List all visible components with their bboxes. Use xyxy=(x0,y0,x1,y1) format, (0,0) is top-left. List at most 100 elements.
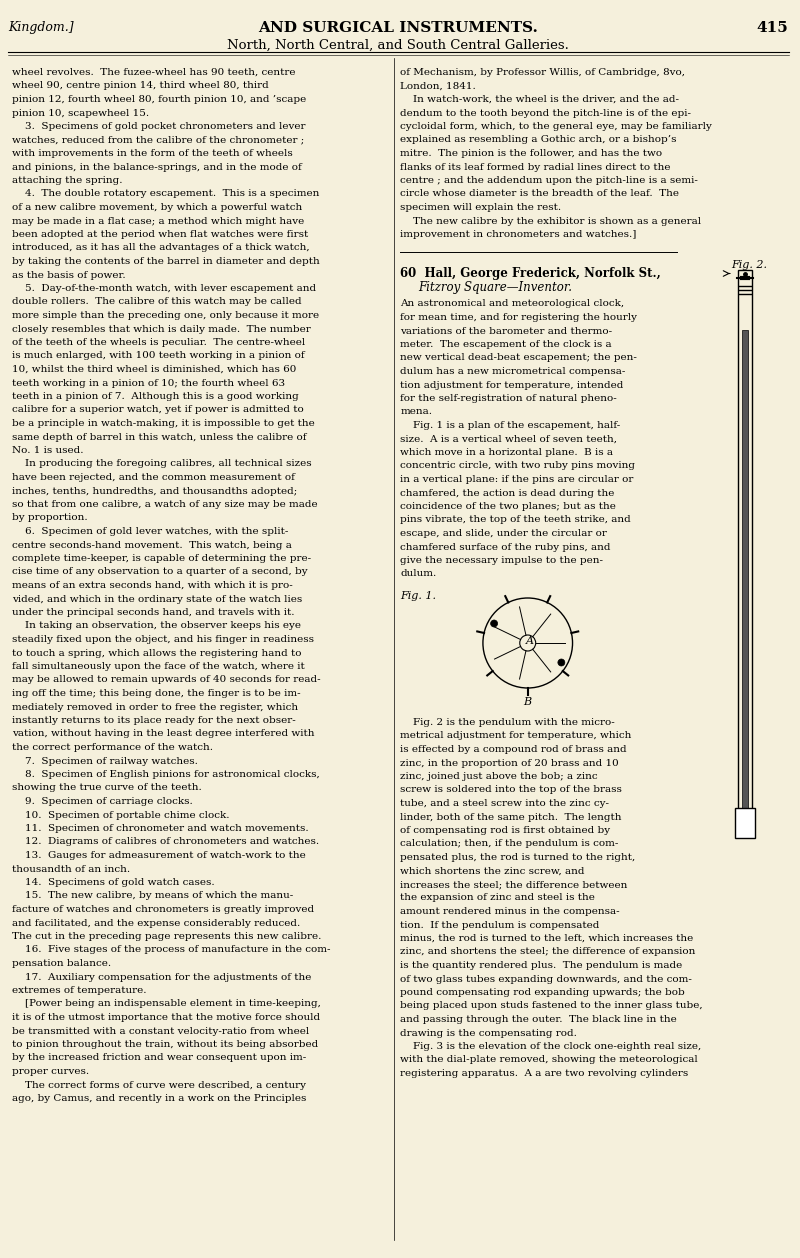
Text: centre seconds-hand movement.  This watch, being a: centre seconds-hand movement. This watch… xyxy=(12,541,292,550)
Text: 5.  Day-of-the-month watch, with lever escapement and: 5. Day-of-the-month watch, with lever es… xyxy=(12,284,316,293)
Text: linder, both of the same pitch.  The length: linder, both of the same pitch. The leng… xyxy=(400,813,622,821)
Text: which move in a horizontal plane.  B is a: which move in a horizontal plane. B is a xyxy=(400,448,614,457)
Text: 6.  Specimen of gold lever watches, with the split-: 6. Specimen of gold lever watches, with … xyxy=(12,527,288,536)
Text: Fig. 2.: Fig. 2. xyxy=(730,259,766,269)
Circle shape xyxy=(558,659,565,665)
Text: mediately removed in order to free the register, which: mediately removed in order to free the r… xyxy=(12,702,298,712)
Text: extremes of temperature.: extremes of temperature. xyxy=(12,986,146,995)
Text: 13.  Gauges for admeasurement of watch-work to the: 13. Gauges for admeasurement of watch-wo… xyxy=(12,850,306,860)
Text: [Power being an indispensable element in time-keeping,: [Power being an indispensable element in… xyxy=(12,1000,321,1009)
Text: 14.  Specimens of gold watch cases.: 14. Specimens of gold watch cases. xyxy=(12,878,214,887)
Text: meter.  The escapement of the clock is a: meter. The escapement of the clock is a xyxy=(400,340,612,348)
Text: with improvements in the form of the teeth of wheels: with improvements in the form of the tee… xyxy=(12,148,293,159)
Text: improvement in chronometers and watches.]: improvement in chronometers and watches.… xyxy=(400,230,637,239)
Bar xyxy=(742,330,748,808)
Text: North, North Central, and South Central Galleries.: North, North Central, and South Central … xyxy=(227,39,570,52)
Text: The correct forms of curve were described, a century: The correct forms of curve were describe… xyxy=(12,1081,306,1089)
Text: screw is soldered into the top of the brass: screw is soldered into the top of the br… xyxy=(400,785,622,795)
Text: to touch a spring, which allows the registering hand to: to touch a spring, which allows the regi… xyxy=(12,649,302,658)
Text: in a vertical plane: if the pins are circular or: in a vertical plane: if the pins are cir… xyxy=(400,476,634,484)
Text: chamfered surface of the ruby pins, and: chamfered surface of the ruby pins, and xyxy=(400,542,610,551)
Circle shape xyxy=(490,620,498,626)
Text: been adopted at the period when flat watches were first: been adopted at the period when flat wat… xyxy=(12,230,308,239)
Text: proper curves.: proper curves. xyxy=(12,1067,89,1076)
Text: teeth working in a pinion of 10; the fourth wheel 63: teeth working in a pinion of 10; the fou… xyxy=(12,379,285,387)
Text: Fig. 3 is the elevation of the clock one-eighth real size,: Fig. 3 is the elevation of the clock one… xyxy=(400,1042,702,1050)
Text: for mean time, and for registering the hourly: for mean time, and for registering the h… xyxy=(400,313,638,322)
Text: amount rendered minus in the compensa-: amount rendered minus in the compensa- xyxy=(400,907,620,916)
Text: introduced, as it has all the advantages of a thick watch,: introduced, as it has all the advantages… xyxy=(12,244,310,253)
Text: 10, whilst the third wheel is diminished, which has 60: 10, whilst the third wheel is diminished… xyxy=(12,365,296,374)
Text: of two glass tubes expanding downwards, and the com-: of two glass tubes expanding downwards, … xyxy=(400,975,692,984)
Text: vided, and which in the ordinary state of the watch lies: vided, and which in the ordinary state o… xyxy=(12,595,302,604)
Text: of Mechanism, by Professor Willis, of Cambridge, 8vo,: of Mechanism, by Professor Willis, of Ca… xyxy=(400,68,686,77)
Text: means of an extra seconds hand, with which it is pro-: means of an extra seconds hand, with whi… xyxy=(12,581,293,590)
Text: pinion 10, scapewheel 15.: pinion 10, scapewheel 15. xyxy=(12,108,149,117)
Text: London, 1841.: London, 1841. xyxy=(400,82,476,91)
Text: ing off the time; this being done, the finger is to be im-: ing off the time; this being done, the f… xyxy=(12,689,301,698)
Text: to pinion throughout the train, without its being absorbed: to pinion throughout the train, without … xyxy=(12,1040,318,1049)
Text: be a principle in watch-making, it is impossible to get the: be a principle in watch-making, it is im… xyxy=(12,419,314,428)
Text: minus, the rod is turned to the left, which increases the: minus, the rod is turned to the left, wh… xyxy=(400,933,694,944)
Text: for the self-registration of natural pheno-: for the self-registration of natural phe… xyxy=(400,394,617,403)
Text: pinion 12, fourth wheel 80, fourth pinion 10, and ’scape: pinion 12, fourth wheel 80, fourth pinio… xyxy=(12,96,306,104)
Text: variations of the barometer and thermo-: variations of the barometer and thermo- xyxy=(400,327,613,336)
Text: is the quantity rendered plus.  The pendulum is made: is the quantity rendered plus. The pendu… xyxy=(400,961,682,970)
Text: dulum.: dulum. xyxy=(400,570,437,579)
Text: showing the true curve of the teeth.: showing the true curve of the teeth. xyxy=(12,784,202,793)
Text: The cut in the preceding page represents this new calibre.: The cut in the preceding page represents… xyxy=(12,932,322,941)
Text: complete time-keeper, is capable of determining the pre-: complete time-keeper, is capable of dete… xyxy=(12,554,311,564)
Text: by proportion.: by proportion. xyxy=(12,513,87,522)
Text: zinc, in the proportion of 20 brass and 10: zinc, in the proportion of 20 brass and … xyxy=(400,759,619,767)
Bar xyxy=(735,808,754,838)
Text: and passing through the outer.  The black line in the: and passing through the outer. The black… xyxy=(400,1015,677,1024)
Text: and pinions, in the balance-springs, and in the mode of: and pinions, in the balance-springs, and… xyxy=(12,162,302,171)
Text: which shortens the zinc screw, and: which shortens the zinc screw, and xyxy=(400,867,585,876)
Text: is much enlarged, with 100 teeth working in a pinion of: is much enlarged, with 100 teeth working… xyxy=(12,351,305,361)
Text: pound compensating rod expanding upwards; the bob: pound compensating rod expanding upwards… xyxy=(400,988,685,998)
Text: No. 1 is used.: No. 1 is used. xyxy=(12,447,83,455)
Text: 9.  Specimen of carriage clocks.: 9. Specimen of carriage clocks. xyxy=(12,798,193,806)
Text: cycloidal form, which, to the general eye, may be familiarly: cycloidal form, which, to the general ey… xyxy=(400,122,712,131)
Text: of compensating rod is first obtained by: of compensating rod is first obtained by xyxy=(400,827,610,835)
Text: the expansion of zinc and steel is the: the expansion of zinc and steel is the xyxy=(400,893,595,902)
Text: give the necessary impulse to the pen-: give the necessary impulse to the pen- xyxy=(400,556,603,565)
Text: Kingdom.]: Kingdom.] xyxy=(8,21,74,34)
Text: teeth in a pinion of 7.  Although this is a good working: teeth in a pinion of 7. Although this is… xyxy=(12,392,298,401)
Text: zinc, joined just above the bob; a zinc: zinc, joined just above the bob; a zinc xyxy=(400,772,598,781)
Text: chamfered, the action is dead during the: chamfered, the action is dead during the xyxy=(400,488,614,497)
Text: 8.  Specimen of English pinions for astronomical clocks,: 8. Specimen of English pinions for astro… xyxy=(12,770,320,779)
Text: dendum to the tooth beyond the pitch-line is of the epi-: dendum to the tooth beyond the pitch-lin… xyxy=(400,108,691,117)
Text: be transmitted with a constant velocity-ratio from wheel: be transmitted with a constant velocity-… xyxy=(12,1027,309,1035)
Text: 15.  The new calibre, by means of which the manu-: 15. The new calibre, by means of which t… xyxy=(12,892,293,901)
Bar xyxy=(738,269,752,828)
Text: In taking an observation, the observer keeps his eye: In taking an observation, the observer k… xyxy=(12,621,301,630)
Text: calibre for a superior watch, yet if power is admitted to: calibre for a superior watch, yet if pow… xyxy=(12,405,304,414)
Text: pensation balance.: pensation balance. xyxy=(12,959,111,967)
Text: by taking the contents of the barrel in diameter and depth: by taking the contents of the barrel in … xyxy=(12,257,320,265)
Text: more simple than the preceding one, only because it more: more simple than the preceding one, only… xyxy=(12,311,319,320)
Text: metrical adjustment for temperature, which: metrical adjustment for temperature, whi… xyxy=(400,731,632,741)
Text: thousandth of an inch.: thousandth of an inch. xyxy=(12,864,130,873)
Text: A: A xyxy=(526,637,534,647)
Text: as the basis of power.: as the basis of power. xyxy=(12,270,126,279)
Text: coincidence of the two planes; but as the: coincidence of the two planes; but as th… xyxy=(400,502,616,511)
Text: and facilitated, and the expense considerably reduced.: and facilitated, and the expense conside… xyxy=(12,918,300,927)
Text: of the teeth of the wheels is peculiar.  The centre-wheel: of the teeth of the wheels is peculiar. … xyxy=(12,338,305,347)
Text: An astronomical and meteorological clock,: An astronomical and meteorological clock… xyxy=(400,299,625,308)
Text: by the increased friction and wear consequent upon im-: by the increased friction and wear conse… xyxy=(12,1053,306,1063)
Text: with the dial-plate removed, showing the meteorological: with the dial-plate removed, showing the… xyxy=(400,1055,698,1064)
Text: dulum has a new micrometrical compensa-: dulum has a new micrometrical compensa- xyxy=(400,367,626,376)
Text: B: B xyxy=(524,697,532,707)
Text: pins vibrate, the top of the teeth strike, and: pins vibrate, the top of the teeth strik… xyxy=(400,516,631,525)
Text: The new calibre by the exhibitor is shown as a general: The new calibre by the exhibitor is show… xyxy=(400,216,702,225)
Text: fall simultaneously upon the face of the watch, where it: fall simultaneously upon the face of the… xyxy=(12,662,305,671)
Text: may be made in a flat case; a method which might have: may be made in a flat case; a method whi… xyxy=(12,216,304,225)
Text: 60  Hall, George Frederick, Norfolk St.,: 60 Hall, George Frederick, Norfolk St., xyxy=(400,268,661,281)
Text: 12.  Diagrams of calibres of chronometers and watches.: 12. Diagrams of calibres of chronometers… xyxy=(12,838,319,847)
Text: tube, and a steel screw into the zinc cy-: tube, and a steel screw into the zinc cy… xyxy=(400,799,610,808)
Text: facture of watches and chronometers is greatly improved: facture of watches and chronometers is g… xyxy=(12,905,314,915)
Text: circle whose diameter is the breadth of the leaf.  The: circle whose diameter is the breadth of … xyxy=(400,190,679,199)
Text: explained as resembling a Gothic arch, or a bishop’s: explained as resembling a Gothic arch, o… xyxy=(400,136,677,145)
Text: specimen will explain the rest.: specimen will explain the rest. xyxy=(400,203,562,213)
